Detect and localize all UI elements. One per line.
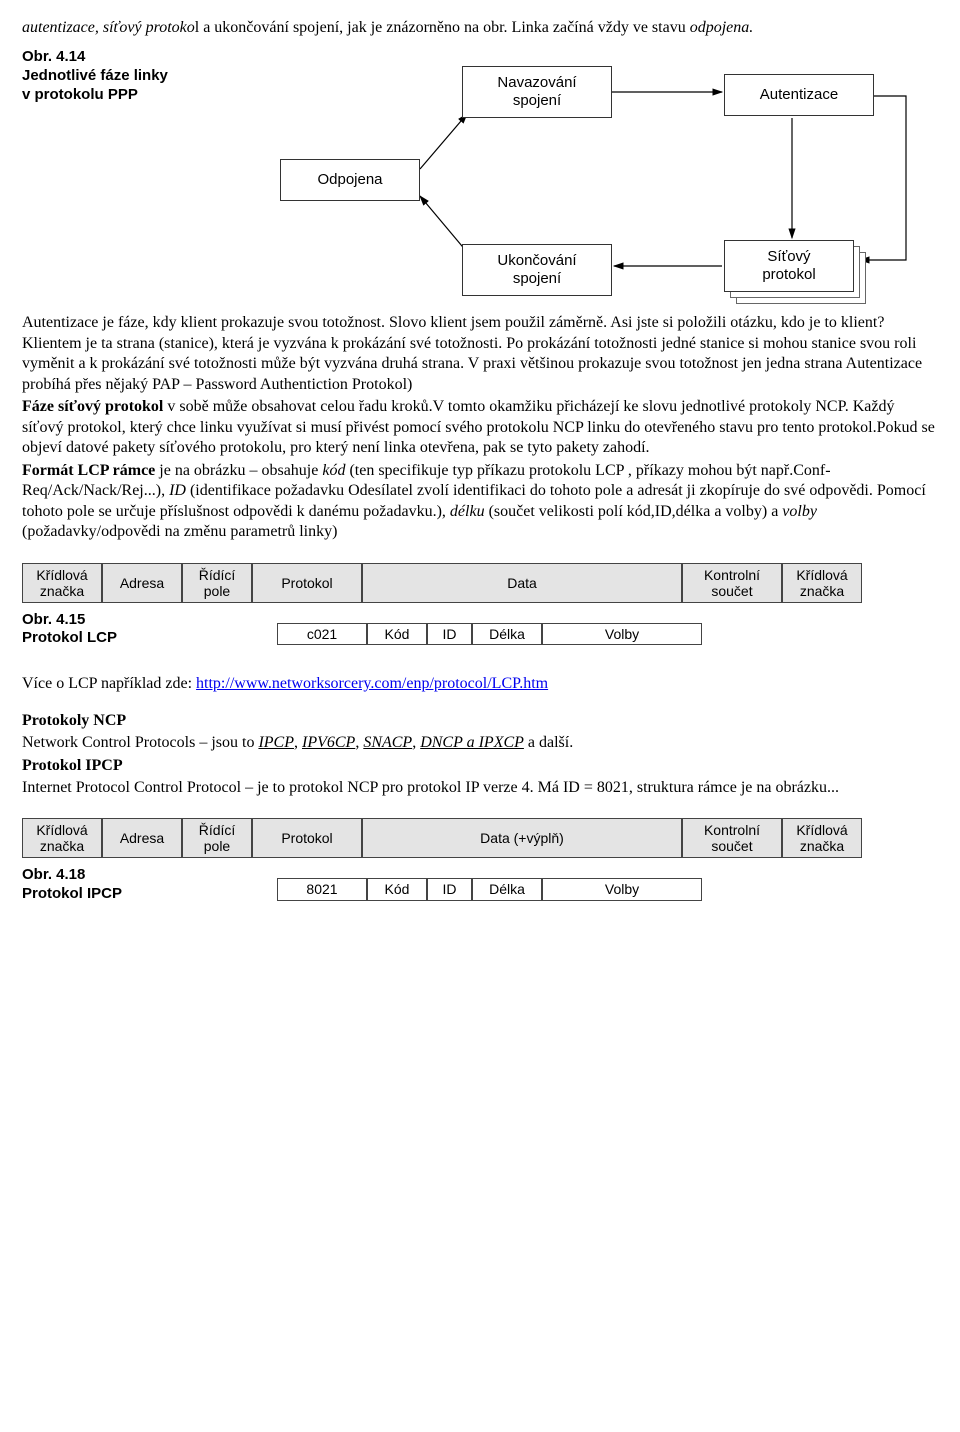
- frame-cell: c021: [277, 623, 367, 645]
- node-odpojena: Odpojena: [280, 159, 420, 201]
- frame-cell: Volby: [542, 623, 702, 645]
- fig418-caption: Obr. 4.18 Protokol IPCP: [22, 866, 277, 904]
- frame-cell: Data: [362, 563, 682, 603]
- ncp-pre: Network Control Protocols – jsou to: [22, 734, 258, 751]
- frame-cell: Adresa: [102, 563, 182, 603]
- format-volby: volby: [782, 503, 817, 520]
- frame-cell: Volby: [542, 878, 702, 900]
- frame-cell: Délka: [472, 623, 542, 645]
- ncp-line: Network Control Protocols – jsou to IPCP…: [22, 733, 938, 753]
- frame-cell: Kontrolnísoučet: [682, 818, 782, 858]
- frame-cell: Protokol: [252, 563, 362, 603]
- fig415-header-row: KřídlováznačkaAdresaŘídícípoleProtokolDa…: [22, 563, 922, 603]
- frame-cell: Křídlováznačka: [782, 818, 862, 858]
- frame-cell: ID: [427, 623, 472, 645]
- format-end: (požadavky/odpovědi na změnu parametrů l…: [22, 523, 337, 540]
- frame-cell: Kód: [367, 623, 427, 645]
- frame-cell: ID: [427, 878, 472, 900]
- faze-paragraph: Fáze síťový protokol v sobě může obsahov…: [22, 397, 938, 458]
- intro-text-1: l a ukončování spojení, jak je znázorněn…: [195, 19, 690, 36]
- ncp-item-list: IPCP, IPV6CP, SNACP, DNCP a IPXCP: [258, 734, 523, 751]
- fig418-caption-l2: Protokol IPCP: [22, 885, 122, 902]
- fig415-caption: Obr. 4.15 Protokol LCP: [22, 611, 277, 649]
- auth-paragraph: Autentizace je fáze, kdy klient prokazuj…: [22, 313, 938, 395]
- frame-cell: Adresa: [102, 818, 182, 858]
- ncp-item: IPCP: [258, 734, 294, 751]
- format-paragraph: Formát LCP rámce je na obrázku – obsahuj…: [22, 461, 938, 543]
- ncp-item: IPV6CP: [302, 734, 355, 751]
- intro-italic-lead: autentizace, síťový protoko: [22, 19, 195, 36]
- figure-4-14: Obr. 4.14 Jednotlivé fáze linky v protok…: [22, 44, 922, 309]
- ncp-post: a další.: [524, 734, 573, 751]
- intro-italic-end: odpojena.: [690, 19, 754, 36]
- fig418-caption-l1: Obr. 4.18: [22, 866, 85, 883]
- node-sitovy: Síťovýprotokol: [724, 240, 854, 292]
- frame-cell: Řídícípole: [182, 563, 252, 603]
- heading-protokoly-ncp: Protokoly NCP: [22, 711, 938, 731]
- figure-4-15: KřídlováznačkaAdresaŘídícípoleProtokolDa…: [22, 563, 938, 649]
- fig415-caption-l2: Protokol LCP: [22, 629, 117, 646]
- ipcp-line: Internet Protocol Control Protocol – je …: [22, 778, 938, 798]
- intro-paragraph: autentizace, síťový protokol a ukončován…: [22, 18, 938, 38]
- fig415-row2: c021KódIDDélkaVolby: [277, 623, 702, 645]
- ncp-item: SNACP: [363, 734, 412, 751]
- faze-lead: Fáze síťový protokol: [22, 398, 163, 415]
- lcp-more-pre: Více o LCP například zde:: [22, 675, 196, 692]
- heading-protokol-ipcp: Protokol IPCP: [22, 756, 938, 776]
- node-ukoncovani: Ukončováníspojení: [462, 244, 612, 296]
- node-navazovani: Navazováníspojení: [462, 66, 612, 118]
- node-autentizace: Autentizace: [724, 74, 874, 116]
- lcp-more-link[interactable]: http://www.networksorcery.com/enp/protoc…: [196, 675, 548, 692]
- fig418-header-row: KřídlováznačkaAdresaŘídícípoleProtokolDa…: [22, 818, 922, 858]
- frame-cell: Data (+výplň): [362, 818, 682, 858]
- format-mid4: (součet velikosti polí kód,ID,délka a vo…: [485, 503, 783, 520]
- format-lead: Formát LCP rámce: [22, 462, 155, 479]
- format-id: ID: [169, 482, 186, 499]
- format-mid1: je na obrázku – obsahuje: [155, 462, 322, 479]
- fig418-row2: 8021KódIDDélkaVolby: [277, 878, 702, 900]
- format-delku: délku: [450, 503, 485, 520]
- frame-cell: Křídlováznačka: [22, 818, 102, 858]
- frame-cell: Délka: [472, 878, 542, 900]
- format-kod: kód: [322, 462, 345, 479]
- figure-4-18: KřídlováznačkaAdresaŘídícípoleProtokolDa…: [22, 818, 938, 904]
- frame-cell: Řídícípole: [182, 818, 252, 858]
- lcp-more: Více o LCP například zde: http://www.net…: [22, 674, 938, 694]
- ncp-item: DNCP a IPXCP: [420, 734, 524, 751]
- frame-cell: 8021: [277, 878, 367, 900]
- frame-cell: Kontrolnísoučet: [682, 563, 782, 603]
- frame-cell: Křídlováznačka: [782, 563, 862, 603]
- frame-cell: Protokol: [252, 818, 362, 858]
- frame-cell: Kód: [367, 878, 427, 900]
- frame-cell: Křídlováznačka: [22, 563, 102, 603]
- fig415-caption-l1: Obr. 4.15: [22, 611, 85, 628]
